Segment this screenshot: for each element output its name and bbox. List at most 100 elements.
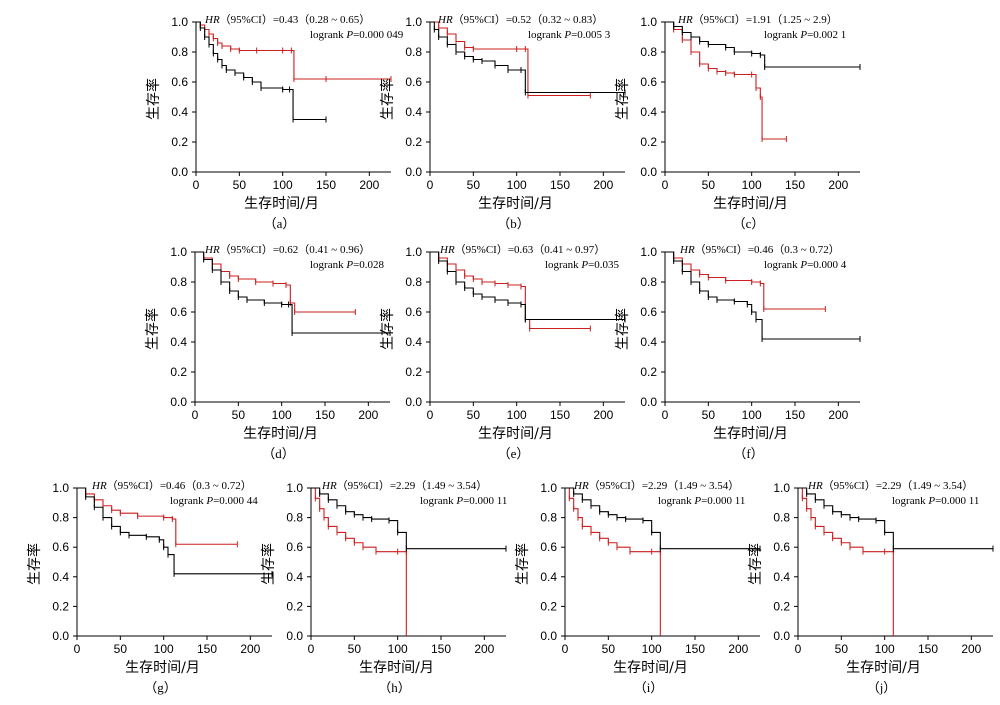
x-tick-label: 200 (593, 178, 613, 192)
x-tick-label: 200 (359, 178, 379, 192)
y-tick-label: 0.4 (170, 335, 187, 349)
x-tick-label: 100 (272, 408, 292, 422)
p-value: =0.035 (588, 259, 619, 271)
km-panel-3: 0 50 100 150 200 0.0 0.2 0.4 0.6 0.8 1.0 生存时间/月 生存率 （… (614, 13, 861, 231)
survival-curve-black (196, 21, 326, 121)
p-label: P (563, 29, 571, 41)
panel-label: （i） (634, 680, 664, 695)
x-tick-label: 100 (507, 178, 527, 192)
y-tick-label: 0.6 (405, 75, 422, 89)
p-value: =0.000 11 (701, 495, 745, 507)
hr-label: HR (679, 244, 695, 256)
y-tick-label: 0.0 (286, 629, 303, 643)
y-tick-label: 0.0 (773, 629, 790, 643)
y-tick-label: 0.4 (286, 570, 303, 584)
y-tick-label: 0.8 (405, 45, 422, 59)
x-tick-label: 50 (467, 178, 481, 192)
y-tick-label: 0.6 (286, 540, 303, 554)
logrank-label: logrank (310, 29, 346, 41)
p-annotation: logrank P=0.000 11 (658, 495, 745, 507)
x-axis-title: 生存时间/月 (244, 196, 319, 212)
y-tick-label: 0.2 (773, 599, 790, 613)
p-label: P (799, 259, 807, 271)
y-tick-label: 0.0 (405, 165, 422, 179)
y-tick-label: 1.0 (286, 481, 303, 495)
logrank-label: logrank (764, 259, 800, 271)
y-tick-label: 0.6 (640, 305, 657, 319)
survival-curve-red (311, 487, 407, 636)
x-tick-label: 0 (193, 178, 200, 192)
hr-annotation: HR（95%CI）=0.52（0.32 ~ 0.83） (437, 13, 603, 26)
hr-value: （95%CI）=0.46（0.3 ~ 0.72） (107, 479, 252, 492)
y-tick-label: 0.4 (405, 335, 422, 349)
y-axis-title: 生存率 (379, 78, 396, 120)
x-tick-label: 100 (273, 178, 293, 192)
x-tick-label: 0 (795, 642, 802, 656)
km-panel-5: 0 50 100 150 200 0.0 0.2 0.4 0.6 0.8 1.0 生存时间/月 生存率 （… (379, 243, 626, 461)
x-tick-label: 200 (593, 408, 613, 422)
hr-value: （95%CI）=0.46（0.3 ~ 0.72） (695, 243, 840, 256)
hr-value: （95%CI）=1.91（1.25 ~ 2.9） (693, 13, 838, 26)
p-annotation: logrank P=0.005 3 (528, 29, 611, 41)
x-tick-label: 150 (431, 642, 451, 656)
hr-annotation: HR（95%CI）=1.91（1.25 ~ 2.9） (677, 13, 838, 26)
p-annotation: logrank P=0.035 (545, 259, 620, 271)
survival-curve-red (798, 487, 894, 636)
y-axis-title: 生存率 (260, 543, 277, 585)
logrank-label: logrank (420, 495, 456, 507)
y-tick-label: 0.4 (640, 105, 657, 119)
y-tick-label: 0.6 (540, 540, 557, 554)
x-axis-title: 生存时间/月 (846, 660, 921, 676)
p-value: =0.000 11 (463, 495, 507, 507)
y-tick-label: 0.6 (52, 540, 69, 554)
hr-label: HR (91, 480, 107, 492)
hr-label: HR (321, 480, 337, 492)
x-tick-label: 200 (828, 408, 848, 422)
y-tick-label: 0.8 (286, 511, 303, 525)
p-value: =0.002 1 (807, 29, 846, 41)
hr-label: HR (573, 480, 589, 492)
x-tick-label: 0 (427, 178, 434, 192)
y-tick-label: 0.4 (171, 105, 188, 119)
hr-value: （95%CI）=2.29（1.49 ~ 3.54） (823, 479, 974, 492)
p-label: P (927, 495, 935, 507)
y-axis-title: 生存率 (747, 543, 764, 585)
x-tick-label: 0 (662, 408, 669, 422)
x-tick-label: 200 (728, 642, 748, 656)
y-tick-label: 0.0 (171, 165, 188, 179)
hr-annotation: HR（95%CI）=2.29（1.49 ~ 3.54） (573, 479, 739, 492)
p-label: P (580, 259, 588, 271)
p-value: =0.005 3 (571, 29, 611, 41)
panel-label: （b） (497, 216, 530, 231)
p-label: P (205, 495, 213, 507)
x-axis-title: 生存时间/月 (243, 426, 318, 442)
y-tick-label: 0.4 (640, 335, 657, 349)
y-tick-label: 0.0 (640, 165, 657, 179)
p-value: =0.000 049 (353, 29, 404, 41)
x-tick-label: 50 (702, 408, 716, 422)
hr-value: （95%CI）=2.29（1.49 ~ 3.54） (337, 479, 488, 492)
y-tick-label: 1.0 (640, 15, 657, 29)
hr-annotation: HR（95%CI）=0.63（0.41 ~ 0.97） (439, 243, 605, 256)
panel-label: （h） (378, 680, 411, 695)
hr-value: （95%CI）=0.63（0.41 ~ 0.97） (455, 243, 606, 256)
y-tick-label: 0.0 (540, 629, 557, 643)
y-tick-label: 0.8 (405, 275, 422, 289)
hr-annotation: HR（95%CI）=0.46（0.3 ~ 0.72） (91, 479, 252, 492)
y-tick-label: 0.2 (640, 365, 657, 379)
hr-annotation: HR（95%CI）=0.46（0.3 ~ 0.72） (679, 243, 840, 256)
y-axis-title: 生存率 (614, 308, 631, 350)
x-tick-label: 0 (74, 642, 81, 656)
y-tick-label: 0.8 (52, 511, 69, 525)
x-axis-title: 生存时间/月 (713, 426, 788, 442)
x-tick-label: 0 (308, 642, 315, 656)
y-axis-title: 生存率 (26, 543, 43, 585)
x-tick-label: 100 (154, 642, 174, 656)
y-tick-label: 1.0 (171, 15, 188, 29)
y-tick-label: 0.2 (52, 599, 69, 613)
p-annotation: logrank P=0.000 11 (892, 495, 979, 507)
logrank-label: logrank (170, 495, 206, 507)
y-axis-title: 生存率 (145, 78, 162, 120)
x-tick-label: 150 (550, 178, 570, 192)
